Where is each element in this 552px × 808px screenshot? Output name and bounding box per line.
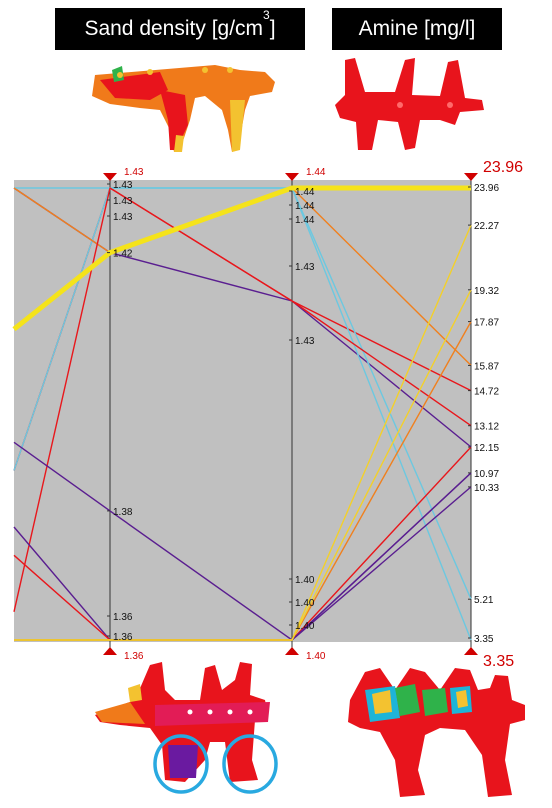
axis-top-marker-2 bbox=[103, 173, 117, 181]
axis-top-marker-4 bbox=[464, 173, 478, 181]
tick-label-axis-4-4: 17.87 bbox=[474, 318, 499, 329]
casting-sand-density-top bbox=[92, 65, 275, 152]
tick-label-axis-2-7: 1.36 bbox=[113, 632, 133, 643]
axes-layer bbox=[103, 173, 478, 655]
tick-label-axis-4-11: 5.21 bbox=[474, 595, 494, 606]
tick-label-axis-3-6: 1.40 bbox=[295, 575, 315, 586]
axis-2-min-label: 1.36 bbox=[124, 651, 144, 662]
axis-3-min-label: 1.40 bbox=[306, 651, 326, 662]
tick-label-axis-4-10: 10.33 bbox=[474, 483, 499, 494]
tick-label-axis-4-9: 10.97 bbox=[474, 469, 499, 480]
header-sand-density-text: Sand density [g/cm bbox=[84, 17, 264, 40]
tick-label-axis-4-7: 13.12 bbox=[474, 422, 499, 433]
header-sand-density: Sand density [g/cm3] bbox=[55, 8, 305, 50]
tick-label-axis-4-12: 3.35 bbox=[474, 634, 494, 645]
series-line-highlight bbox=[12, 185, 471, 332]
tick-label-axis-4-5: 15.87 bbox=[474, 361, 499, 372]
header-sand-density-sup: 3 bbox=[263, 8, 270, 22]
tick-label-axis-2-6: 1.36 bbox=[113, 612, 133, 623]
tick-label-axis-4-1: 23.96 bbox=[474, 183, 499, 194]
header-amine: Amine [mg/l] bbox=[332, 8, 502, 50]
lines-layer bbox=[12, 185, 472, 641]
series-line-4 bbox=[13, 187, 472, 641]
axis-3-max-label: 1.44 bbox=[306, 167, 326, 178]
axis-4-max-label: 23.96 bbox=[483, 159, 523, 176]
header-amine-text: Amine [mg/l] bbox=[358, 17, 476, 40]
series-line-13 bbox=[14, 289, 472, 641]
tick-label-axis-4-2: 22.27 bbox=[474, 221, 499, 232]
tick-label-axis-2-4: 1.42 bbox=[113, 249, 133, 260]
tick-label-axis-3-1: 1.44 bbox=[295, 187, 315, 198]
tick-label-axis-3-8: 1.40 bbox=[295, 621, 315, 632]
casting-sand-density-bottom bbox=[95, 662, 278, 794]
axis-4-min-label: 3.35 bbox=[483, 653, 514, 670]
tick-label-axis-3-3: 1.44 bbox=[295, 215, 315, 226]
axis-bottom-marker-4 bbox=[464, 647, 478, 655]
plot-background bbox=[14, 180, 471, 642]
tick-label-axis-4-6: 14.72 bbox=[474, 387, 499, 398]
tick-label-axis-4-3: 19.32 bbox=[474, 286, 499, 297]
labels-layer: 1.43 1.43 1.43 1.42 1.38 1.36 1.36 1.43 1.36 1.44… bbox=[107, 159, 523, 670]
series-line-6 bbox=[13, 187, 472, 612]
axis-2-max-label: 1.43 bbox=[124, 167, 144, 178]
tick-label-axis-3-2: 1.44 bbox=[295, 201, 315, 212]
header-sand-density-tail: ] bbox=[269, 17, 276, 40]
axis-bottom-marker-3 bbox=[285, 647, 299, 655]
tick-label-axis-3-5: 1.43 bbox=[295, 336, 315, 347]
tick-label-axis-2-1: 1.43 bbox=[113, 180, 133, 191]
tick-label-axis-2-3: 1.43 bbox=[113, 212, 133, 223]
tick-label-axis-2-2: 1.43 bbox=[113, 196, 133, 207]
casting-amine-top bbox=[335, 58, 484, 150]
tick-label-axis-3-7: 1.40 bbox=[295, 598, 315, 609]
tick-label-axis-2-5: 1.38 bbox=[113, 507, 133, 518]
axis-bottom-marker-2 bbox=[103, 647, 117, 655]
highlight-circle-right bbox=[222, 734, 278, 794]
highlight-circle-left bbox=[153, 734, 209, 794]
tick-label-axis-3-4: 1.43 bbox=[295, 262, 315, 273]
axis-top-marker-3 bbox=[285, 173, 299, 181]
tick-label-axis-4-8: 12.15 bbox=[474, 443, 499, 454]
casting-amine-bottom bbox=[348, 668, 525, 797]
